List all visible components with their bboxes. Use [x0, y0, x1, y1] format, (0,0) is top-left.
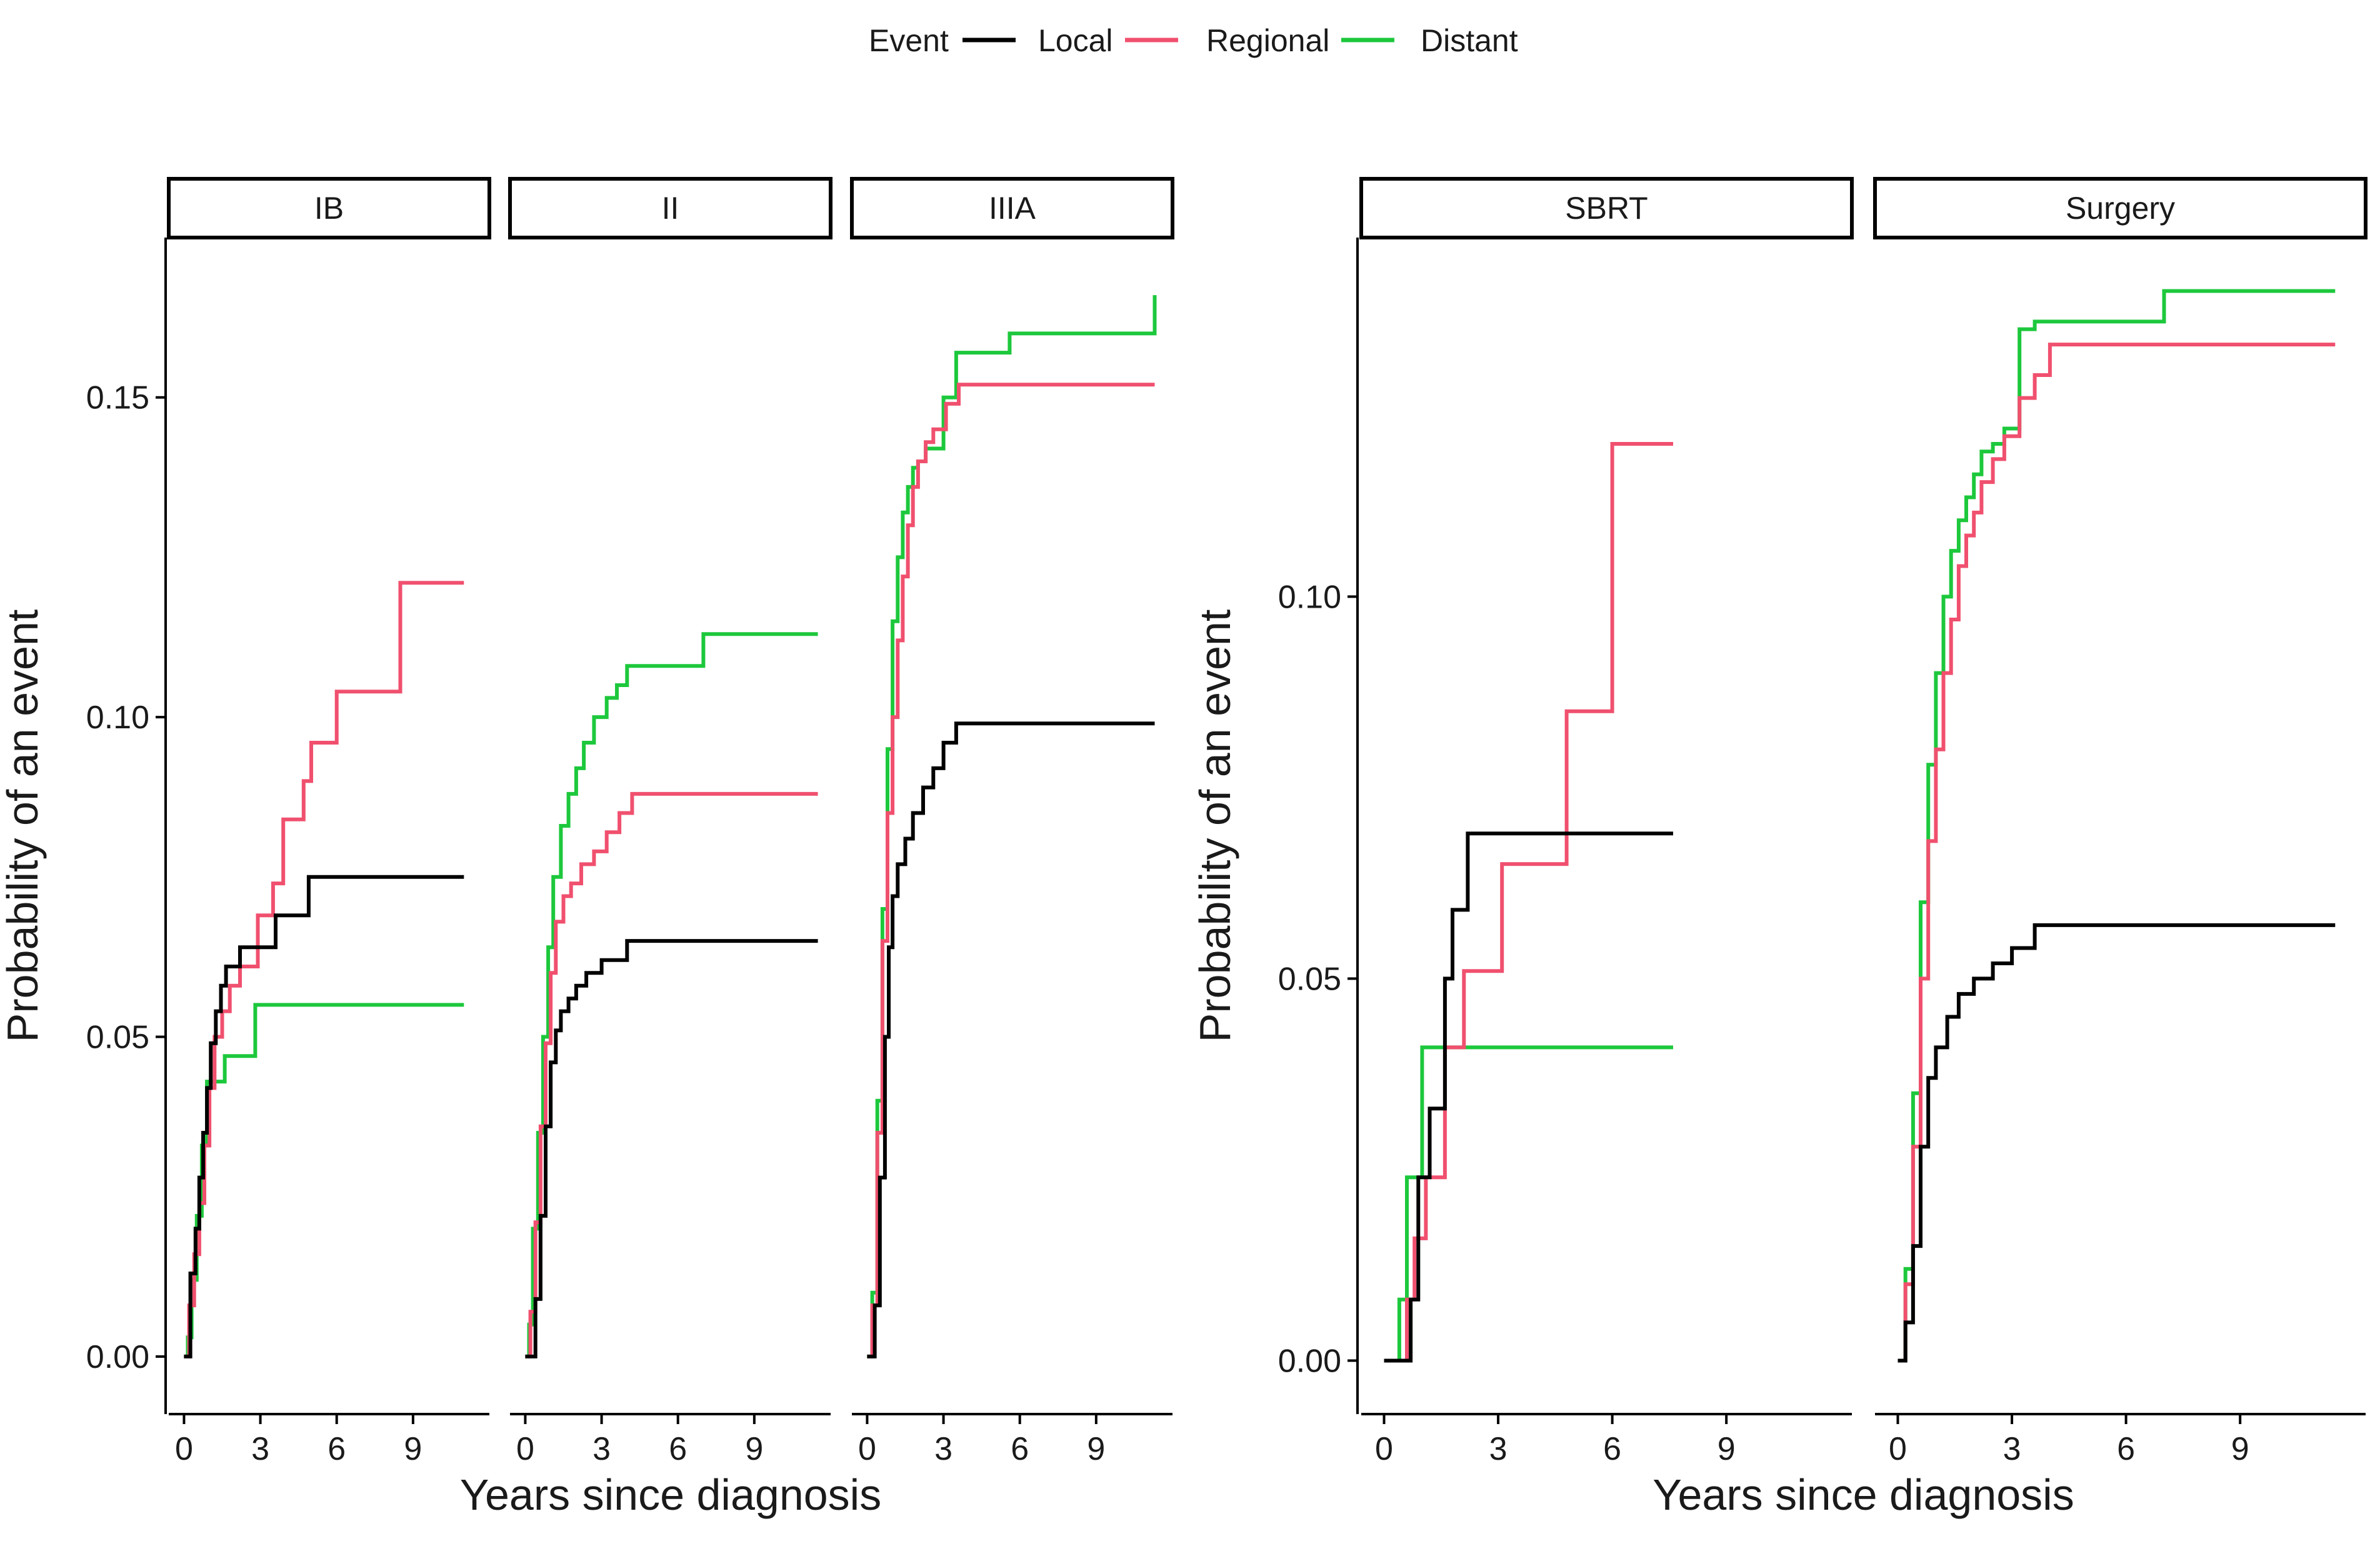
legend-item-regional: Regional	[1125, 23, 1329, 58]
panel-sbrt: SBRT 0 3 6 9	[1359, 177, 1854, 1467]
x-tick-label: 0	[858, 1431, 876, 1467]
facet-group-1: 0.00 0.05 0.10 0.15 Probability of an event Y…	[0, 177, 1174, 1519]
series-line-regional-ii	[525, 791, 818, 1358]
series-line-regional-surgery	[1898, 343, 2336, 1363]
legend-item-local: Local	[962, 23, 1113, 58]
strip-label: II	[662, 191, 679, 226]
x-tick-label: 0	[516, 1431, 534, 1467]
y-tick-label: 0.00	[86, 1339, 149, 1375]
x-tick-label: 6	[669, 1431, 687, 1467]
legend-item-distant: Distant	[1341, 23, 1518, 58]
x-tick-label: 9	[745, 1431, 763, 1467]
strip-box	[508, 177, 832, 239]
series-line-distant-ib	[184, 1003, 464, 1358]
series-line-regional-iiia	[867, 383, 1155, 1358]
series-line-local-ib	[184, 875, 464, 1358]
x-tick-label: 3	[251, 1431, 269, 1467]
x-tick-label: 9	[404, 1431, 422, 1467]
x-tick-label: 6	[2117, 1431, 2135, 1467]
x-tick-label: 0	[1889, 1431, 1907, 1467]
panel-surgery: Surgery 0 3 6 9	[1873, 177, 2368, 1467]
y-tick-label: 0.00	[1278, 1343, 1341, 1379]
panel-iiia: IIIA 0 3 6 9	[850, 177, 1174, 1467]
x-tick-label: 3	[1489, 1431, 1508, 1467]
legend: Event Local Regional Distant	[869, 23, 1518, 58]
legend-label-distant: Distant	[1421, 23, 1518, 58]
series-line-local-sbrt	[1384, 831, 1673, 1363]
facet-group-2: 0.00 0.05 0.10 Probability of an event Years…	[1191, 177, 2368, 1519]
y-tick-label: 0.15	[86, 380, 149, 416]
y-axis-title: Probability of an event	[1191, 610, 1239, 1043]
x-tick-label: 9	[2231, 1431, 2249, 1467]
legend-label-local: Local	[1038, 23, 1113, 58]
x-axis-title: Years since diagnosis	[1652, 1470, 2074, 1519]
x-tick-label: 3	[592, 1431, 611, 1467]
legend-label-regional: Regional	[1206, 23, 1329, 58]
x-tick-label: 0	[175, 1431, 193, 1467]
x-tick-label: 3	[2003, 1431, 2021, 1467]
series-line-distant-ii	[525, 632, 818, 1358]
x-tick-label: 0	[1375, 1431, 1393, 1467]
x-tick-label: 9	[1718, 1431, 1736, 1467]
plots: 0.00 0.05 0.10 0.15 Probability of an event Y…	[0, 177, 2368, 1519]
strip-box	[850, 177, 1174, 239]
strip-label: IIIA	[989, 191, 1036, 226]
x-tick-label: 6	[328, 1431, 346, 1467]
series-line-distant-sbrt	[1384, 1045, 1673, 1363]
strip-box	[1873, 177, 2368, 239]
strip-label: SBRT	[1565, 191, 1648, 226]
y-tick-label: 0.10	[1278, 579, 1341, 615]
x-tick-label: 6	[1603, 1431, 1621, 1467]
strip-box	[1359, 177, 1854, 239]
x-axis-title: Years since diagnosis	[460, 1470, 882, 1519]
series-line-regional-sbrt	[1384, 442, 1673, 1363]
strip-box	[167, 177, 491, 239]
series-line-local-surgery	[1898, 923, 2336, 1363]
series-line-distant-iiia	[867, 295, 1157, 1358]
y-tick-label: 0.10	[86, 700, 149, 736]
y-tick-label: 0.05	[1278, 961, 1341, 997]
legend-title: Event	[869, 23, 949, 58]
strip-label: IB	[314, 191, 344, 226]
x-tick-label: 3	[934, 1431, 952, 1467]
y-tick-label: 0.05	[86, 1020, 149, 1056]
series-line-local-ii	[525, 939, 818, 1358]
panel-ii: II 0 3 6 9	[508, 177, 832, 1467]
series-line-local-iiia	[867, 721, 1155, 1358]
y-axis-title: Probability of an event	[0, 610, 47, 1043]
strip-label: Surgery	[2066, 191, 2175, 226]
x-tick-label: 6	[1011, 1431, 1029, 1467]
panel-ib: IB 0 3 6 9	[167, 177, 491, 1467]
series-line-distant-surgery	[1898, 289, 2336, 1363]
x-tick-label: 9	[1087, 1431, 1105, 1467]
